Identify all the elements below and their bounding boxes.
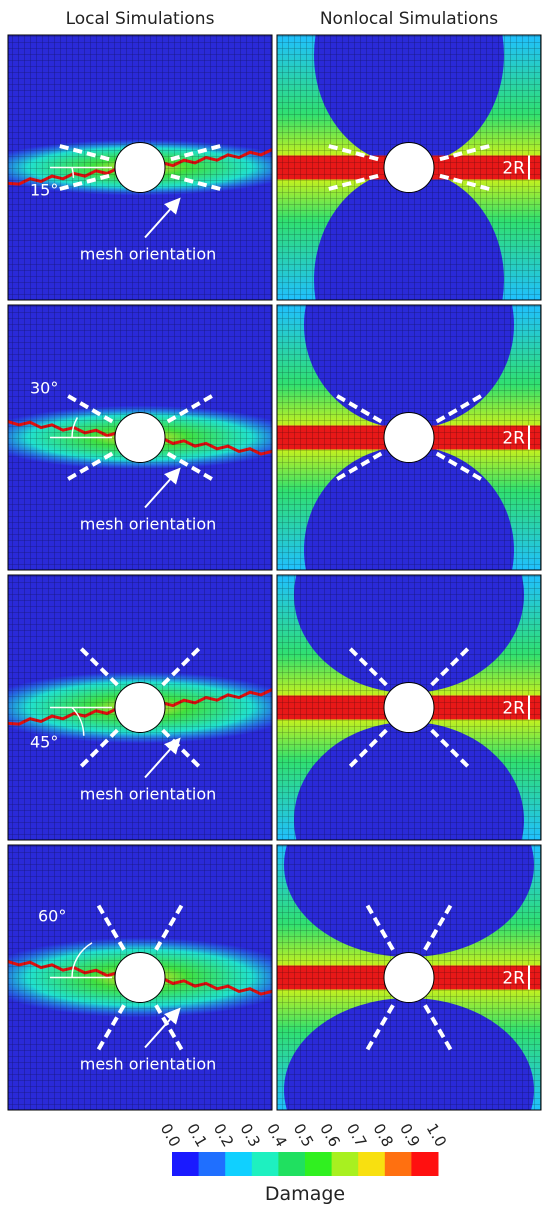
orientation-line (170, 173, 223, 192)
orientation-line (430, 728, 471, 770)
colorbar-segment (358, 1152, 386, 1176)
orientation-line (57, 173, 110, 192)
annotation: mesh orientation (80, 515, 217, 534)
angle-arc (71, 706, 85, 736)
angle-arc (71, 417, 79, 438)
panel-border (7, 304, 273, 571)
orientation-line (65, 393, 114, 424)
orientation-line (435, 451, 484, 482)
width-label: 2R (502, 159, 525, 179)
hole (114, 142, 166, 193)
colorbar-segment (278, 1152, 306, 1176)
colorbar-tick-label: 0.0 (157, 1120, 185, 1150)
orientation-line (326, 143, 379, 162)
colorbar-segment (198, 1152, 226, 1176)
annotation: mesh orientation (80, 245, 217, 264)
orientation-line (439, 173, 492, 192)
colorbar-tick-label: 0.4 (263, 1120, 291, 1150)
orientation-line (154, 902, 185, 951)
orientation-line (161, 645, 202, 687)
orientation-line (78, 728, 119, 770)
colorbar-tick-label: 0.5 (290, 1120, 318, 1150)
colorbar-tick-label: 0.1 (183, 1120, 211, 1150)
angle-label: 60° (38, 907, 66, 926)
orientation-line (57, 143, 110, 162)
orientation-line (334, 451, 383, 482)
colorbar-tick-label: 0.7 (343, 1120, 371, 1150)
panel-border (276, 574, 542, 841)
panel-border (276, 304, 542, 571)
annotation-arrow (144, 467, 181, 509)
hole (383, 412, 435, 463)
hole (383, 142, 435, 193)
angle-arc (71, 167, 75, 178)
colorbar-tick-label: 0.6 (316, 1120, 344, 1150)
annotation: mesh orientation (80, 785, 217, 804)
orientation-line (347, 728, 388, 770)
width-label: 2R (502, 969, 525, 989)
colorbar-segment (384, 1152, 412, 1176)
colorbar-segment (331, 1152, 359, 1176)
panel (277, 305, 541, 570)
orientation-line (78, 645, 119, 687)
colorbar-segment (251, 1152, 279, 1176)
panel-border (276, 34, 542, 301)
hole (114, 682, 166, 733)
annotation-arrow (144, 197, 181, 239)
panel-border (7, 34, 273, 301)
panel (277, 845, 541, 1110)
colorbar-tick-label: 0.9 (396, 1120, 424, 1150)
orientation-line (166, 393, 215, 424)
orientation-line (364, 902, 395, 951)
colorbar-segment (225, 1152, 253, 1176)
orientation-line (170, 143, 223, 162)
angle-label: 15° (30, 181, 58, 200)
orientation-line (423, 1004, 454, 1053)
orientation-line (430, 645, 471, 687)
colorbar-segment (172, 1152, 200, 1176)
panel-border (276, 844, 542, 1111)
orientation-line (439, 143, 492, 162)
orientation-line (161, 728, 202, 770)
column-header: Nonlocal Simulations (320, 9, 498, 29)
orientation-line (65, 451, 114, 482)
orientation-line (95, 1004, 126, 1053)
annotation: mesh orientation (80, 1055, 217, 1074)
orientation-line (166, 451, 215, 482)
column-header: Local Simulations (66, 9, 215, 29)
orientation-line (423, 902, 454, 951)
angle-arc (71, 942, 93, 978)
panel-border (7, 574, 273, 841)
orientation-line (364, 1004, 395, 1053)
angle-label: 45° (30, 733, 58, 752)
orientation-line (347, 645, 388, 687)
panel (277, 575, 541, 840)
hole (114, 952, 166, 1003)
colorbar-tick-label: 0.3 (236, 1120, 264, 1150)
hole (383, 952, 435, 1003)
colorbar-tick-label: 0.8 (369, 1120, 397, 1150)
colorbar-segment (305, 1152, 333, 1176)
orientation-line (154, 1004, 185, 1053)
hole (114, 412, 166, 463)
colorbar-label: Damage (265, 1183, 345, 1205)
angle-label: 30° (30, 379, 58, 398)
panel (277, 35, 541, 300)
orientation-line (334, 393, 383, 424)
width-label: 2R (502, 429, 525, 449)
hole (383, 682, 435, 733)
colorbar-tick-label: 0.2 (210, 1120, 238, 1150)
orientation-line (326, 173, 379, 192)
panel-border (7, 844, 273, 1111)
width-label: 2R (502, 699, 525, 719)
colorbar-tick-label: 1.0 (423, 1120, 451, 1150)
annotation-arrow (144, 737, 181, 779)
orientation-line (95, 902, 126, 951)
orientation-line (435, 393, 484, 424)
annotation-arrow (144, 1007, 181, 1049)
colorbar-segment (411, 1152, 439, 1176)
